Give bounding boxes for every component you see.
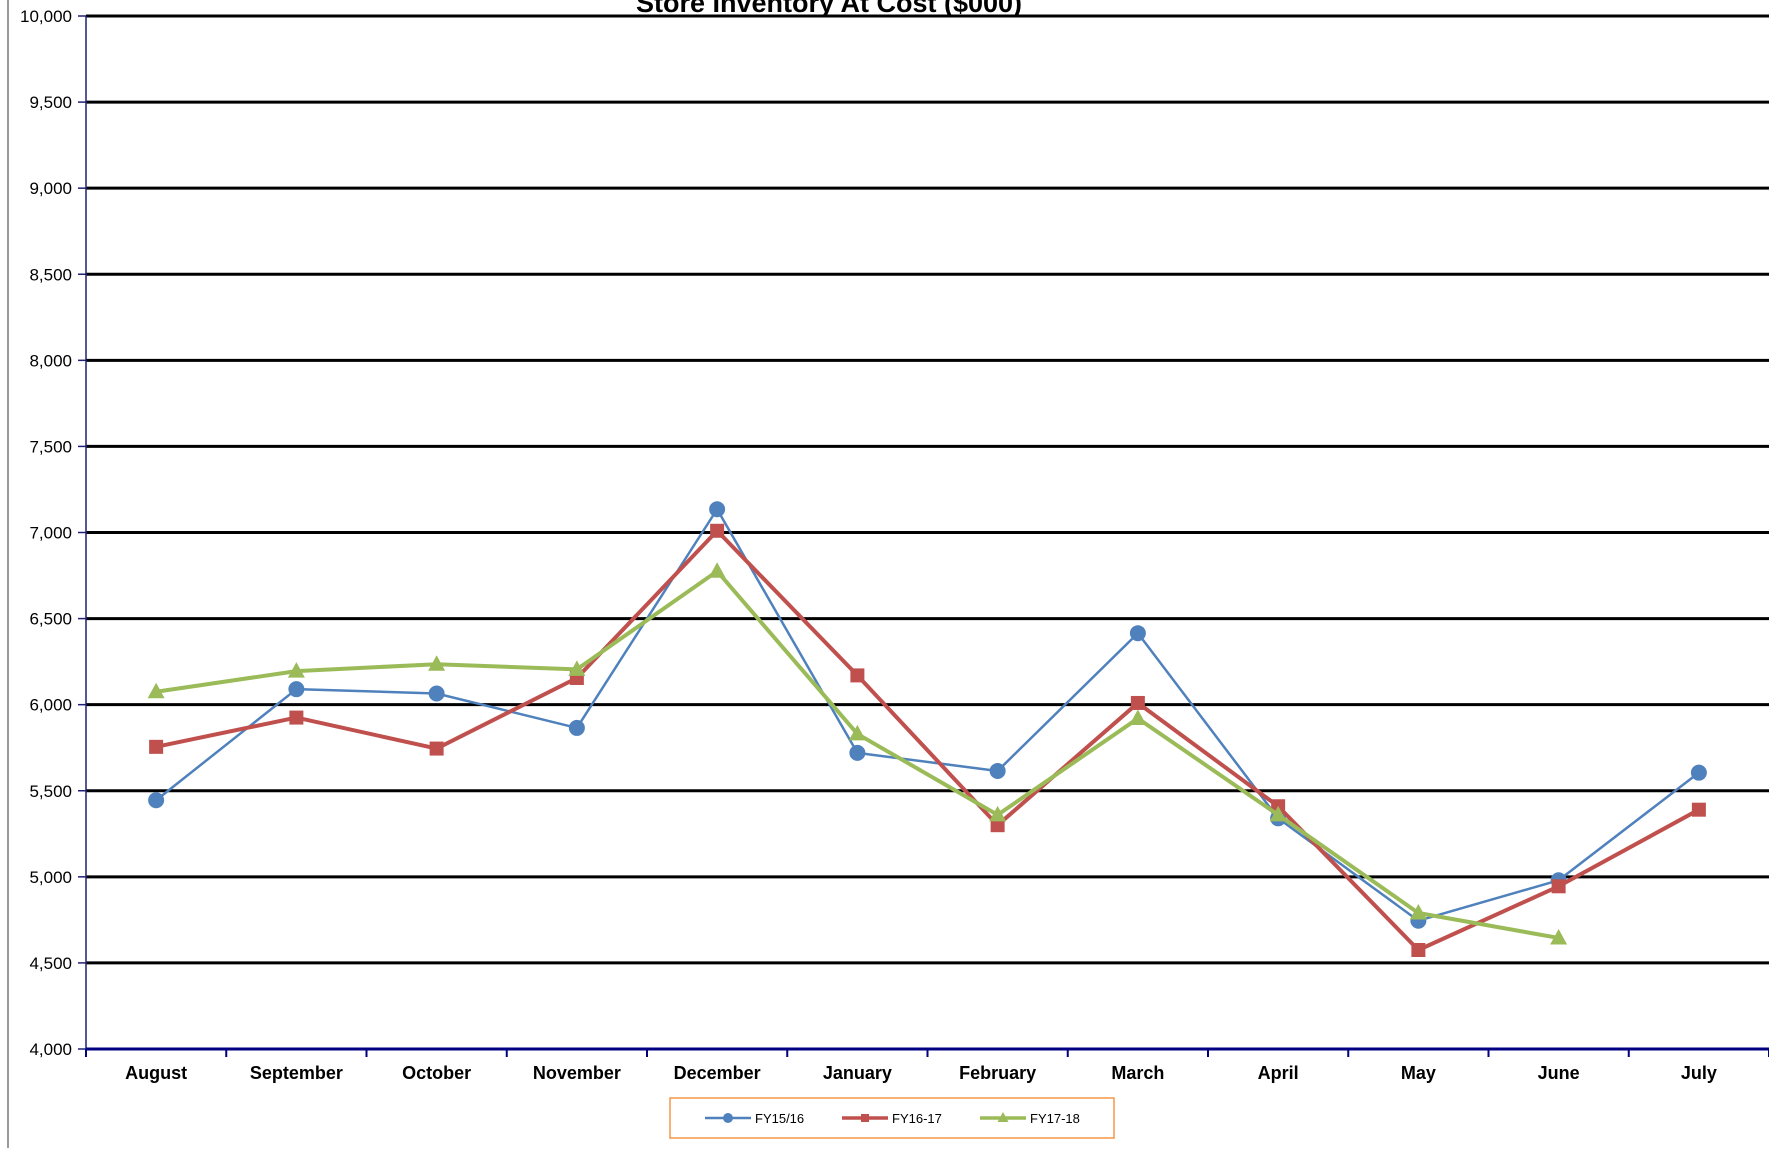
legend-label: FY15/16 (755, 1111, 804, 1126)
y-tick-label: 8,500 (29, 265, 72, 284)
y-tick-label: 8,000 (29, 351, 72, 370)
x-tick-label: July (1681, 1063, 1717, 1083)
x-tick-label: November (533, 1063, 621, 1083)
data-point (289, 710, 304, 725)
series-line (155, 508, 1700, 922)
data-point (1411, 943, 1426, 958)
x-tick-label: June (1538, 1063, 1580, 1083)
legend-marker (723, 1113, 733, 1123)
series-fy17-18 (147, 562, 1568, 945)
legend-label: FY16-17 (892, 1111, 942, 1126)
series-fy15-16 (148, 501, 1707, 929)
data-point (287, 662, 305, 678)
legend-item: FY17-18 (980, 1111, 1080, 1126)
data-point (710, 523, 725, 538)
data-point (850, 668, 865, 683)
y-tick-label: 7,000 (29, 524, 72, 543)
data-point (429, 741, 444, 756)
data-point (1130, 695, 1145, 710)
data-point (1129, 625, 1146, 642)
data-point (708, 562, 726, 578)
x-tick-label: April (1258, 1063, 1299, 1083)
y-tick-label: 6,500 (29, 610, 72, 629)
legend-items: FY15/16 FY16-17 FY17-18 (705, 1111, 1080, 1126)
legend-item: FY16-17 (842, 1111, 942, 1126)
y-tick-label: 6,000 (29, 696, 72, 715)
chart-title: Store Inventory At Cost ($000) (636, 0, 1022, 18)
legend-label: FY17-18 (1030, 1111, 1080, 1126)
y-tick-label: 4,500 (29, 954, 72, 973)
data-point (428, 685, 445, 702)
data-point (568, 719, 585, 736)
y-tick-label: 9,500 (29, 93, 72, 112)
data-point (989, 805, 1007, 822)
series-lines (147, 501, 1707, 958)
y-tick-label: 5,000 (29, 868, 72, 887)
x-tick-label: August (125, 1063, 187, 1083)
x-tick-label: September (250, 1063, 343, 1083)
data-point (149, 739, 164, 754)
legend-marker (861, 1114, 869, 1122)
data-point (990, 818, 1005, 833)
x-tick-label: December (674, 1063, 761, 1083)
series-fy16-17 (149, 523, 1706, 958)
data-point (848, 724, 866, 741)
data-point (1550, 928, 1568, 945)
data-point (1551, 879, 1566, 894)
data-point (1269, 805, 1287, 822)
data-point (148, 792, 165, 809)
y-tick-label: 9,000 (29, 179, 72, 198)
data-point (709, 501, 726, 518)
gridlines (86, 14, 1769, 965)
legend: FY15/16 FY16-17 FY17-18 (669, 1097, 1115, 1139)
data-point (849, 744, 866, 761)
x-tick-label: October (402, 1063, 471, 1083)
data-point (1690, 764, 1707, 781)
legend-item: FY15/16 (705, 1111, 804, 1126)
data-point (989, 762, 1006, 779)
x-tick-label: January (823, 1063, 892, 1083)
x-tick-label: February (959, 1063, 1036, 1083)
y-tick-label: 5,500 (29, 782, 72, 801)
data-point (1409, 903, 1427, 920)
data-point (568, 660, 586, 676)
data-point (1129, 709, 1147, 725)
data-point (428, 655, 446, 671)
data-point (1691, 802, 1706, 817)
x-tick-label: March (1111, 1063, 1164, 1083)
y-tick-label: 4,000 (29, 1040, 72, 1059)
series-line (155, 528, 1700, 953)
data-point (288, 681, 305, 698)
x-tick-label: May (1401, 1063, 1436, 1083)
legend-marker (997, 1112, 1009, 1122)
data-point (147, 682, 165, 699)
y-tick-label: 7,500 (29, 437, 72, 456)
y-tick-label: 10,000 (20, 7, 72, 26)
axes: 4,000 4,500 5,000 5,500 6,000 6,500 7,000 7,500… (20, 7, 1769, 1083)
